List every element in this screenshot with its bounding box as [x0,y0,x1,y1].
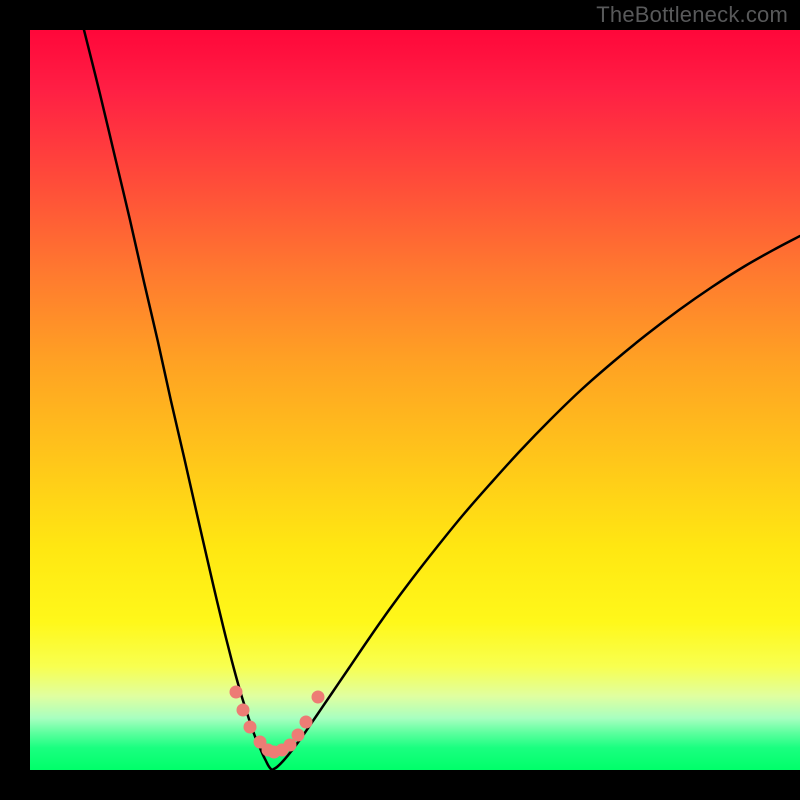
curve-marker [300,716,312,728]
watermark-text: TheBottleneck.com [596,2,788,28]
curve-marker [292,729,304,741]
curve-marker [284,739,296,751]
curve-marker [230,686,242,698]
marker-group [230,686,324,758]
curve-marker [312,691,324,703]
curve-left-branch [84,30,272,770]
curve-marker [237,704,249,716]
plot-area [30,30,800,770]
curve-layer [30,30,800,770]
curve-right-branch [272,236,800,770]
curve-marker [244,721,256,733]
